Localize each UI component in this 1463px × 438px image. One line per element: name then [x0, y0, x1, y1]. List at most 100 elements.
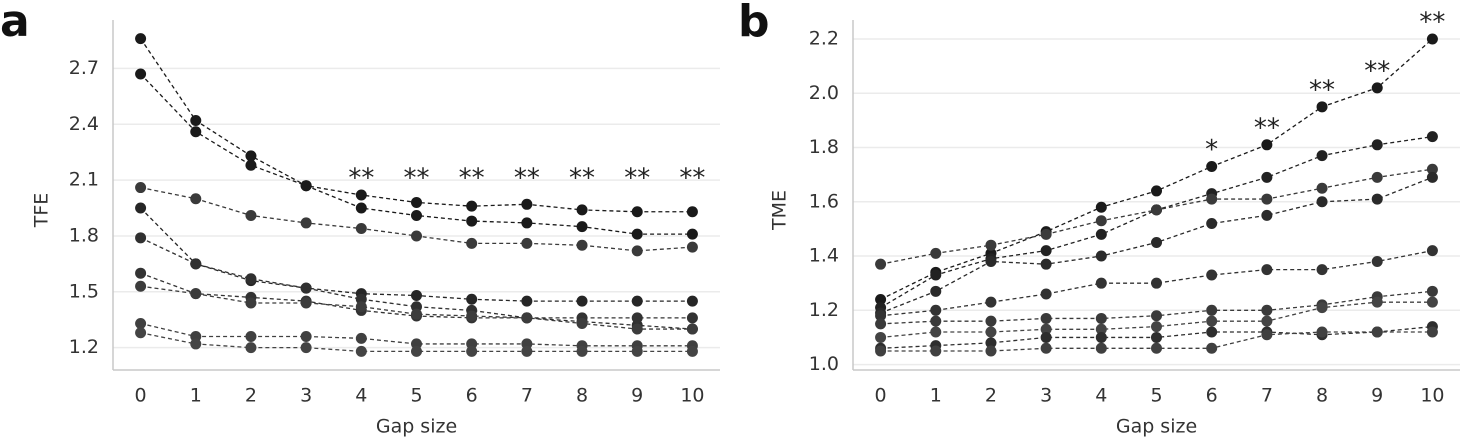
data-point — [135, 317, 147, 329]
data-point — [521, 237, 533, 249]
y-tick-label: 1.2 — [809, 299, 839, 321]
data-point — [1040, 288, 1052, 300]
data-point — [686, 345, 698, 357]
y-tick-label: 1.8 — [809, 136, 839, 158]
data-point — [1261, 139, 1273, 151]
series-line — [140, 285, 693, 330]
data-point — [985, 337, 997, 349]
data-point — [355, 301, 367, 313]
data-point — [300, 217, 312, 229]
data-point — [1426, 296, 1438, 308]
data-point — [1040, 312, 1052, 324]
data-point — [521, 345, 533, 357]
y-tick-label: 2.2 — [809, 27, 839, 49]
data-point — [1426, 245, 1438, 257]
data-point — [1261, 171, 1273, 183]
x-tick-label: 0 — [875, 385, 887, 407]
x-tick-label: 9 — [631, 385, 643, 407]
data-point — [686, 323, 698, 335]
data-point — [1206, 304, 1218, 316]
data-point — [1426, 131, 1438, 143]
data-point — [1206, 217, 1218, 229]
series-line — [140, 322, 693, 347]
panel-label: a — [0, 0, 30, 47]
significance-mark: ** — [348, 164, 374, 194]
data-point — [985, 239, 997, 251]
data-point — [1206, 326, 1218, 338]
data-point — [686, 295, 698, 307]
data-point — [411, 209, 422, 221]
data-point — [1371, 326, 1383, 338]
data-point — [1316, 264, 1328, 276]
series-line — [140, 237, 693, 330]
data-point — [985, 345, 997, 357]
data-point — [1316, 182, 1328, 194]
data-point — [631, 323, 643, 335]
data-point — [135, 232, 147, 244]
data-point — [411, 196, 422, 208]
x-tick-label: 1 — [930, 385, 942, 407]
data-point — [1261, 304, 1273, 316]
series-line — [140, 332, 693, 353]
data-point — [1316, 150, 1328, 162]
data-point — [1040, 245, 1052, 257]
data-point — [1206, 161, 1218, 173]
data-point — [1095, 228, 1107, 240]
data-point — [300, 342, 312, 354]
significance-mark: ** — [1419, 7, 1445, 37]
data-point — [1371, 139, 1383, 151]
data-point — [411, 345, 422, 357]
data-point — [686, 228, 698, 240]
x-tick-label: 3 — [1040, 385, 1052, 407]
data-point — [1426, 326, 1438, 338]
data-point — [1206, 342, 1218, 354]
x-tick-label: 4 — [1095, 385, 1107, 407]
data-point — [631, 206, 643, 218]
data-point — [985, 255, 997, 267]
data-point — [576, 345, 588, 357]
x-tick-label: 7 — [521, 385, 533, 407]
data-point — [1261, 193, 1273, 205]
data-point — [1040, 331, 1052, 343]
series-line — [140, 207, 693, 302]
data-point — [355, 332, 367, 344]
data-point — [135, 33, 147, 45]
data-point — [1316, 101, 1328, 113]
data-point — [190, 288, 202, 300]
data-point — [466, 215, 478, 227]
data-point — [411, 230, 422, 242]
y-tick-label: 1.5 — [69, 280, 99, 302]
significance-mark: ** — [624, 164, 650, 194]
data-point — [1426, 163, 1438, 175]
data-point — [300, 297, 312, 309]
x-axis-label: Gap size — [376, 416, 457, 438]
significance-mark: ** — [459, 164, 485, 194]
data-point — [576, 239, 588, 251]
significance-mark: ** — [404, 164, 430, 194]
y-tick-label: 1.2 — [69, 336, 99, 358]
data-point — [135, 280, 147, 292]
x-tick-label: 9 — [1371, 385, 1383, 407]
panel-label: b — [738, 0, 770, 47]
data-point — [1371, 255, 1383, 267]
data-point — [1316, 302, 1328, 314]
data-point — [245, 330, 257, 342]
data-point — [930, 326, 942, 338]
data-point — [521, 312, 533, 324]
data-point — [1371, 193, 1383, 205]
data-point — [1316, 326, 1328, 338]
data-point — [135, 202, 147, 214]
data-point — [985, 296, 997, 308]
data-point — [631, 345, 643, 357]
data-point — [631, 245, 643, 257]
data-point — [190, 115, 202, 127]
data-point — [466, 237, 478, 249]
data-point — [1261, 209, 1273, 221]
x-tick-label: 5 — [410, 385, 422, 407]
data-point — [686, 312, 698, 324]
y-tick-label: 1.4 — [809, 245, 839, 267]
data-point — [1206, 269, 1218, 281]
x-tick-label: 8 — [1316, 385, 1328, 407]
y-tick-label: 1.0 — [809, 353, 839, 375]
